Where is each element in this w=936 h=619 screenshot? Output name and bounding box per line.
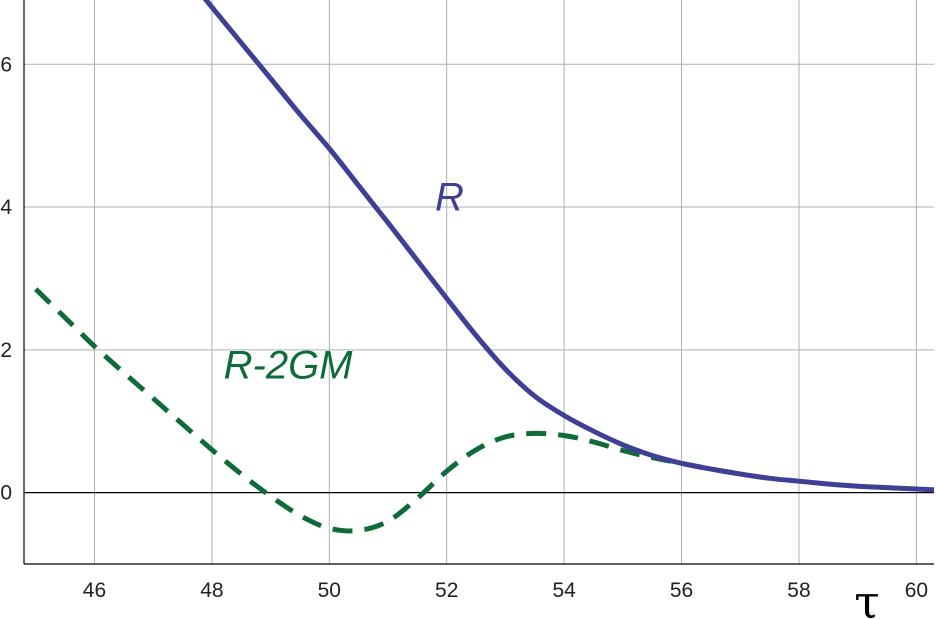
- series-line-r-2gm: [33, 287, 741, 534]
- y-tick-label: 0: [0, 482, 12, 505]
- x-tick-label: 48: [200, 579, 223, 602]
- grid: [24, 0, 934, 564]
- series-layer: [33, 0, 935, 534]
- x-tick-label: 50: [318, 579, 341, 602]
- x-tick-label: 46: [83, 579, 106, 602]
- x-tick-label: 56: [670, 579, 693, 602]
- y-tick-label: 6: [0, 53, 12, 76]
- x-tick-label: 52: [435, 579, 458, 602]
- x-tick-label: 60: [905, 579, 928, 602]
- y-tick-label: 4: [0, 196, 12, 219]
- series-line-r: [202, 0, 935, 493]
- series-label-r: R: [435, 176, 464, 220]
- series-label-r-2gm: R-2GM: [224, 343, 354, 387]
- y-tick-label: 2: [0, 339, 12, 362]
- plot-frame: [23, 0, 934, 565]
- x-tick-label: 58: [787, 579, 810, 602]
- labels: R R-2GM τ: [224, 176, 880, 619]
- x-axis-label: τ: [854, 575, 879, 619]
- x-tick-label: 54: [552, 579, 576, 602]
